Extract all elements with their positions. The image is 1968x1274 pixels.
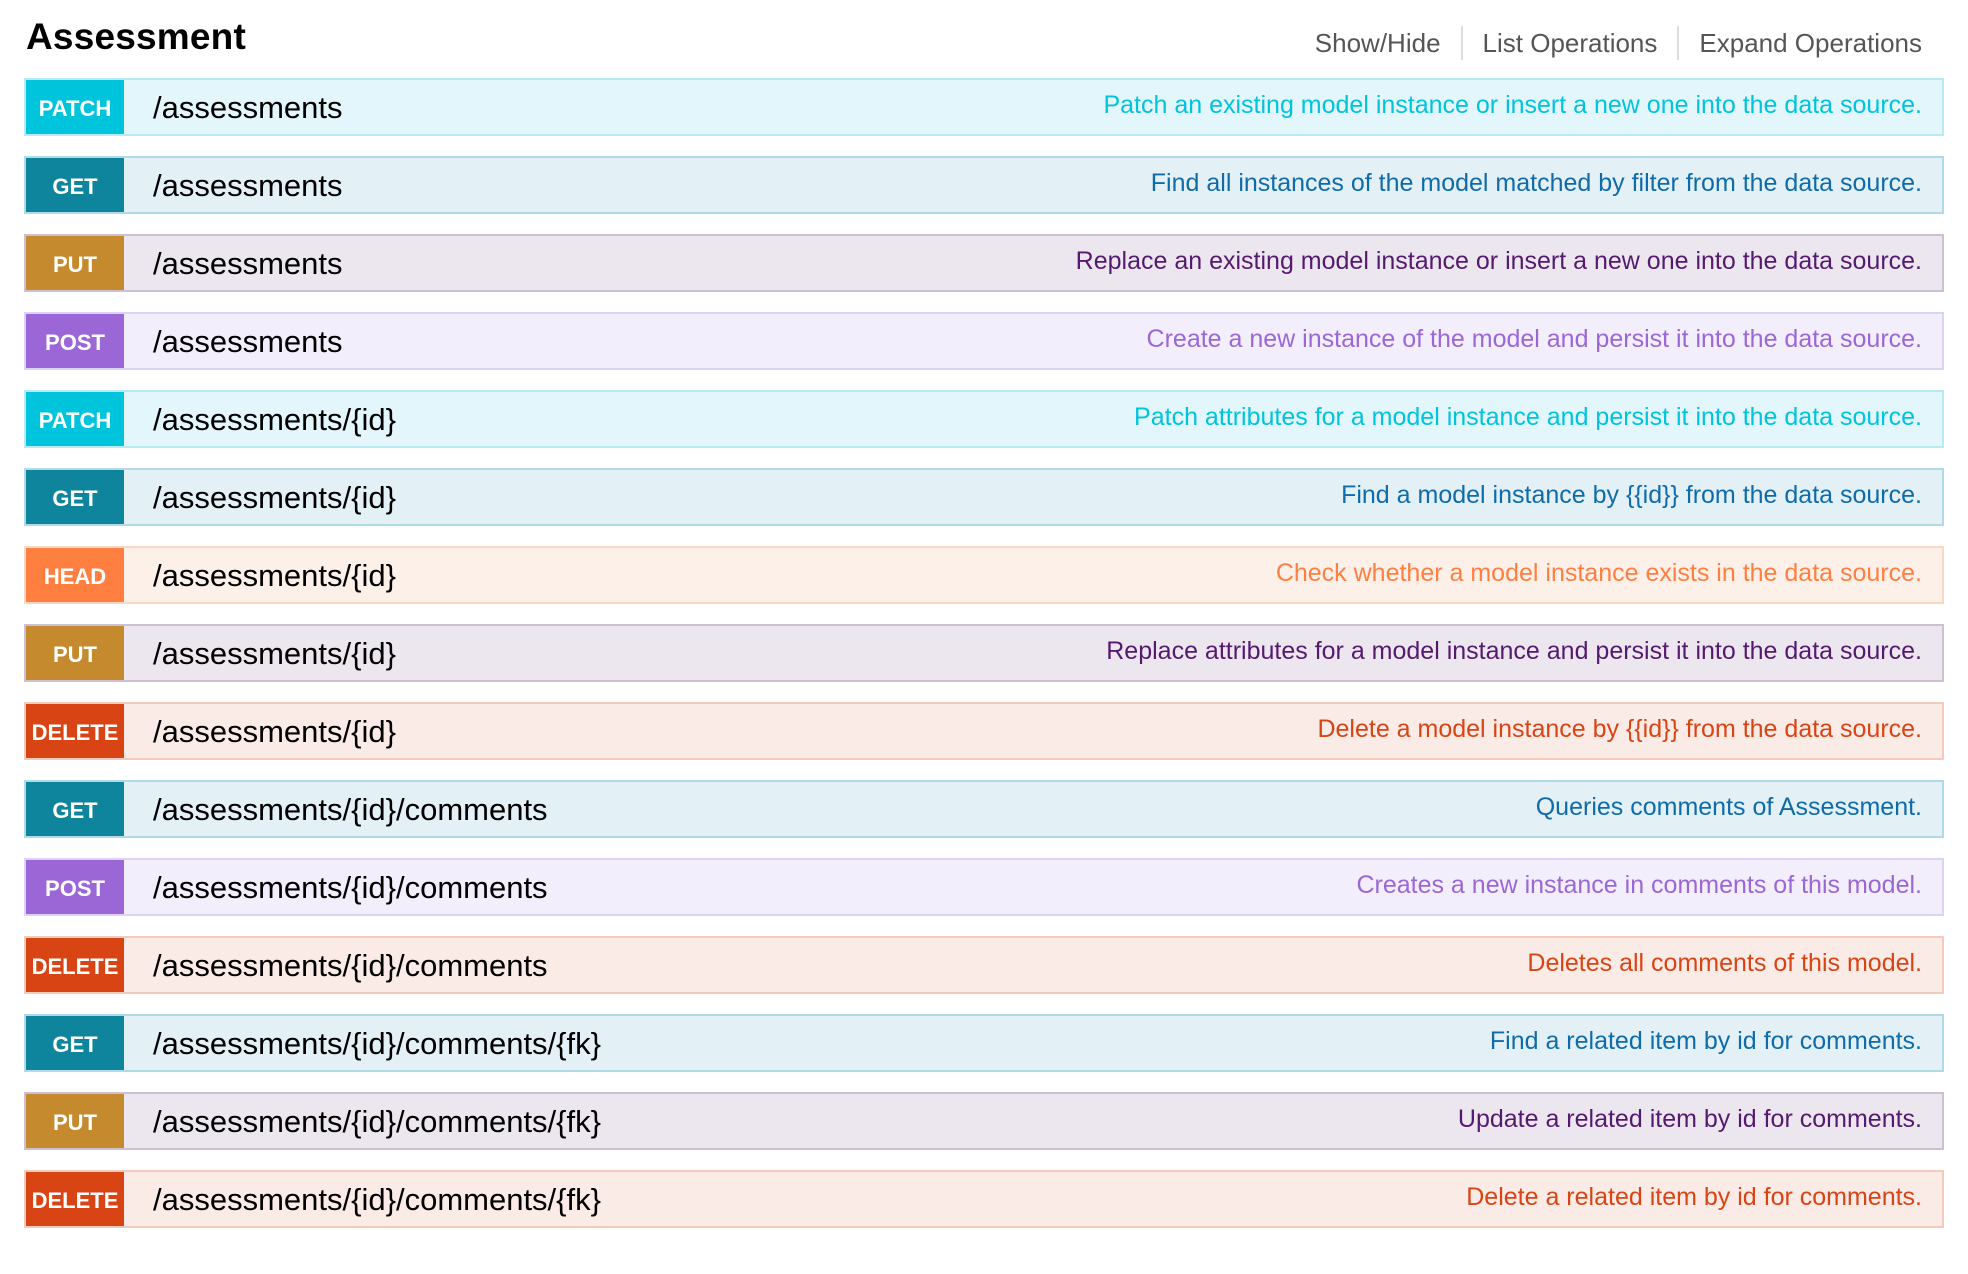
operation-summary[interactable]: Replace an existing model instance or in… — [1075, 247, 1922, 275]
operation-summary[interactable]: Delete a related item by id for comments… — [1466, 1183, 1922, 1211]
operation-summary[interactable]: Replace attributes for a model instance … — [1106, 637, 1922, 665]
operation-summary[interactable]: Deletes all comments of this model. — [1527, 949, 1922, 977]
operation-path[interactable]: /assessments — [153, 324, 343, 359]
resource-header: Assessment Show/Hide List Operations Exp… — [24, 0, 1944, 78]
method-badge[interactable]: DELETE — [26, 1172, 124, 1226]
operation-summary[interactable]: Create a new instance of the model and p… — [1146, 325, 1922, 353]
method-badge[interactable]: POST — [26, 314, 124, 368]
action-divider — [1460, 26, 1463, 60]
operation-summary[interactable]: Patch an existing model instance or inse… — [1103, 91, 1922, 119]
operation-summary[interactable]: Patch attributes for a model instance an… — [1134, 403, 1922, 431]
operation-row[interactable]: GET /assessments Find all instances of t… — [24, 156, 1944, 214]
operation-summary[interactable]: Creates a new instance in comments of th… — [1356, 871, 1922, 899]
operation-path[interactable]: /assessments/{id}/comments — [153, 792, 548, 827]
operation-row[interactable]: PATCH /assessments Patch an existing mod… — [24, 78, 1944, 136]
operation-row[interactable]: HEAD /assessments/{id} Check whether a m… — [24, 546, 1944, 604]
method-badge[interactable]: GET — [26, 158, 124, 212]
operation-path[interactable]: /assessments/{id}/comments — [153, 870, 548, 905]
operation-path[interactable]: /assessments/{id} — [153, 480, 396, 515]
operation-path[interactable]: /assessments/{id}/comments — [153, 948, 548, 983]
method-badge[interactable]: POST — [26, 860, 124, 914]
operation-path[interactable]: /assessments — [153, 246, 343, 281]
operation-summary[interactable]: Queries comments of Assessment. — [1535, 793, 1922, 821]
operation-path[interactable]: /assessments/{id} — [153, 636, 396, 671]
operation-summary[interactable]: Find a related item by id for comments. — [1489, 1027, 1922, 1055]
operation-row[interactable]: POST /assessments/{id}/comments Creates … — [24, 858, 1944, 916]
operation-row[interactable]: GET /assessments/{id} Find a model insta… — [24, 468, 1944, 526]
action-divider — [1677, 26, 1680, 60]
method-badge[interactable]: GET — [26, 470, 124, 524]
expand-operations-link[interactable]: Expand Operations — [1699, 28, 1922, 58]
method-badge[interactable]: PATCH — [26, 80, 124, 134]
method-badge[interactable]: GET — [26, 1016, 124, 1070]
operation-path[interactable]: /assessments/{id} — [153, 558, 396, 593]
operation-path[interactable]: /assessments — [153, 168, 343, 203]
method-badge[interactable]: DELETE — [26, 938, 124, 992]
method-badge[interactable]: PUT — [26, 1094, 124, 1148]
operation-row[interactable]: PUT /assessments Replace an existing mod… — [24, 234, 1944, 292]
method-badge[interactable]: PUT — [26, 236, 124, 290]
operation-path[interactable]: /assessments/{id} — [153, 714, 396, 749]
operation-path[interactable]: /assessments/{id}/comments/{fk} — [153, 1026, 601, 1061]
method-badge[interactable]: HEAD — [26, 548, 124, 602]
resource-actions: Show/Hide List Operations Expand Operati… — [1295, 26, 1922, 60]
operation-row[interactable]: POST /assessments Create a new instance … — [24, 312, 1944, 370]
operation-summary[interactable]: Find a model instance by {{id}} from the… — [1341, 481, 1922, 509]
operation-path[interactable]: /assessments/{id} — [153, 402, 396, 437]
operation-row[interactable]: DELETE /assessments/{id}/comments Delete… — [24, 936, 1944, 994]
operation-summary[interactable]: Find all instances of the model matched … — [1150, 169, 1922, 197]
operation-row[interactable]: GET /assessments/{id}/comments/{fk} Find… — [24, 1014, 1944, 1072]
method-badge[interactable]: PATCH — [26, 392, 124, 446]
resource-title[interactable]: Assessment — [26, 16, 247, 57]
operation-row[interactable]: PATCH /assessments/{id} Patch attributes… — [24, 390, 1944, 448]
operation-path[interactable]: /assessments/{id}/comments/{fk} — [153, 1104, 601, 1139]
operation-row[interactable]: PUT /assessments/{id}/comments/{fk} Upda… — [24, 1092, 1944, 1150]
method-badge[interactable]: PUT — [26, 626, 124, 680]
operation-summary[interactable]: Delete a model instance by {{id}} from t… — [1317, 715, 1922, 743]
show-hide-link[interactable]: Show/Hide — [1314, 28, 1441, 58]
method-badge[interactable]: GET — [26, 782, 124, 836]
operation-summary[interactable]: Update a related item by id for comments… — [1457, 1105, 1922, 1133]
operation-path[interactable]: /assessments/{id}/comments/{fk} — [153, 1182, 601, 1217]
operation-row[interactable]: DELETE /assessments/{id} Delete a model … — [24, 702, 1944, 760]
operation-path[interactable]: /assessments — [153, 90, 343, 125]
operation-row[interactable]: GET /assessments/{id}/comments Queries c… — [24, 780, 1944, 838]
operation-summary[interactable]: Check whether a model instance exists in… — [1275, 559, 1922, 587]
operation-row[interactable]: PUT /assessments/{id} Replace attributes… — [24, 624, 1944, 682]
method-badge[interactable]: DELETE — [26, 704, 124, 758]
list-operations-link[interactable]: List Operations — [1482, 28, 1658, 58]
resource-section: Assessment Show/Hide List Operations Exp… — [24, 0, 1944, 1228]
operation-row[interactable]: DELETE /assessments/{id}/comments/{fk} D… — [24, 1170, 1944, 1228]
